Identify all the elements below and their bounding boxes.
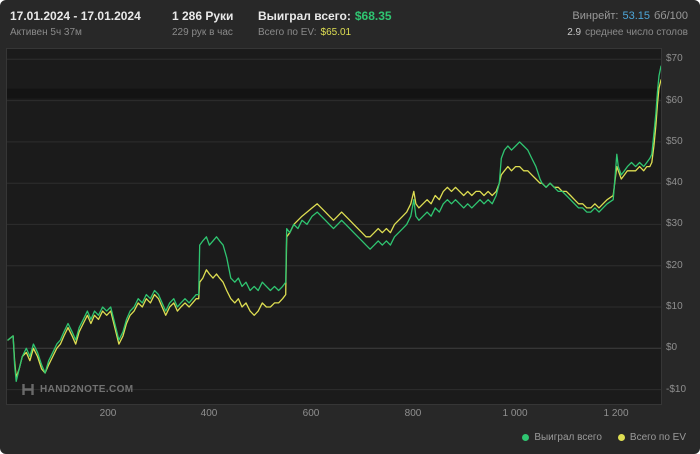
- watermark-text: HAND2NOTE.COM: [40, 384, 134, 395]
- winrate-group: Винрейт: 53.15 бб/100 2.9 среднее число сто…: [567, 9, 688, 39]
- won-value: $68.35: [354, 9, 392, 23]
- x-tick-label: 200: [99, 408, 117, 419]
- x-axis-labels: 200 400 600 800 1 000 1 200: [6, 408, 662, 422]
- chart-band: [7, 88, 661, 99]
- y-tick-label: $70: [666, 53, 683, 65]
- y-tick-label: $0: [666, 342, 678, 354]
- ev-label: Всего по EV:: [258, 27, 317, 38]
- date-range: 17.01.2024 - 17.01.2024: [10, 9, 141, 23]
- series-line-0: [7, 65, 661, 382]
- x-tick-label: 600: [302, 408, 320, 419]
- hands-per-hour: 229 рук в час: [172, 27, 233, 38]
- hands-group: 1 286 Руки 229 рук в час: [172, 9, 233, 39]
- hand2note-logo-icon: [21, 383, 35, 396]
- y-tick-label: $10: [666, 300, 683, 312]
- x-tick-label: 1 000: [502, 408, 528, 419]
- y-tick-label: $60: [666, 94, 683, 106]
- hands-count: 1 286 Руки: [172, 9, 234, 23]
- x-tick-label: 800: [404, 408, 422, 419]
- winnings-group: Выиграл всего: $68.35 Всего по EV: $65.01: [258, 9, 392, 39]
- legend-dot-ev-icon: [617, 434, 625, 441]
- y-tick-label: -$10: [666, 383, 687, 395]
- winrate-value: 53.15: [622, 10, 650, 22]
- legend-item-won[interactable]: Выиграл всего: [522, 432, 602, 443]
- x-tick-label: 1 200: [603, 408, 629, 419]
- chart-legend: Выиграл всего Всего по EV: [522, 432, 686, 443]
- winrate-label: Винрейт:: [572, 10, 619, 22]
- date-range-group: 17.01.2024 - 17.01.2024 Активен 5ч 37м: [10, 9, 141, 39]
- active-time: Активен 5ч 37м: [10, 27, 82, 38]
- series-line-1: [7, 79, 661, 378]
- x-tick-label: 400: [200, 408, 218, 419]
- y-tick-label: $40: [666, 177, 683, 189]
- legend-dot-won-icon: [522, 434, 530, 441]
- watermark: HAND2NOTE.COM: [21, 383, 134, 396]
- legend-label-ev: Всего по EV: [629, 432, 686, 443]
- y-tick-label: $50: [666, 135, 683, 147]
- won-label: Выиграл всего:: [258, 9, 351, 23]
- legend-label-won: Выиграл всего: [534, 432, 602, 443]
- winnings-chart-panel[interactable]: HAND2NOTE.COM: [6, 48, 662, 405]
- avg-tables-value: 2.9: [567, 27, 582, 38]
- legend-item-ev[interactable]: Всего по EV: [617, 432, 686, 443]
- avg-tables-label: среднее число столов: [585, 27, 688, 38]
- chart-svg: [7, 58, 661, 391]
- ev-value: $65.01: [320, 27, 352, 38]
- y-axis-labels: $70 $60 $50 $40 $30 $20 $10 $0 -$10: [666, 49, 698, 404]
- y-tick-label: $30: [666, 218, 683, 230]
- winrate-unit: бб/100: [653, 10, 688, 22]
- y-tick-label: $20: [666, 259, 683, 271]
